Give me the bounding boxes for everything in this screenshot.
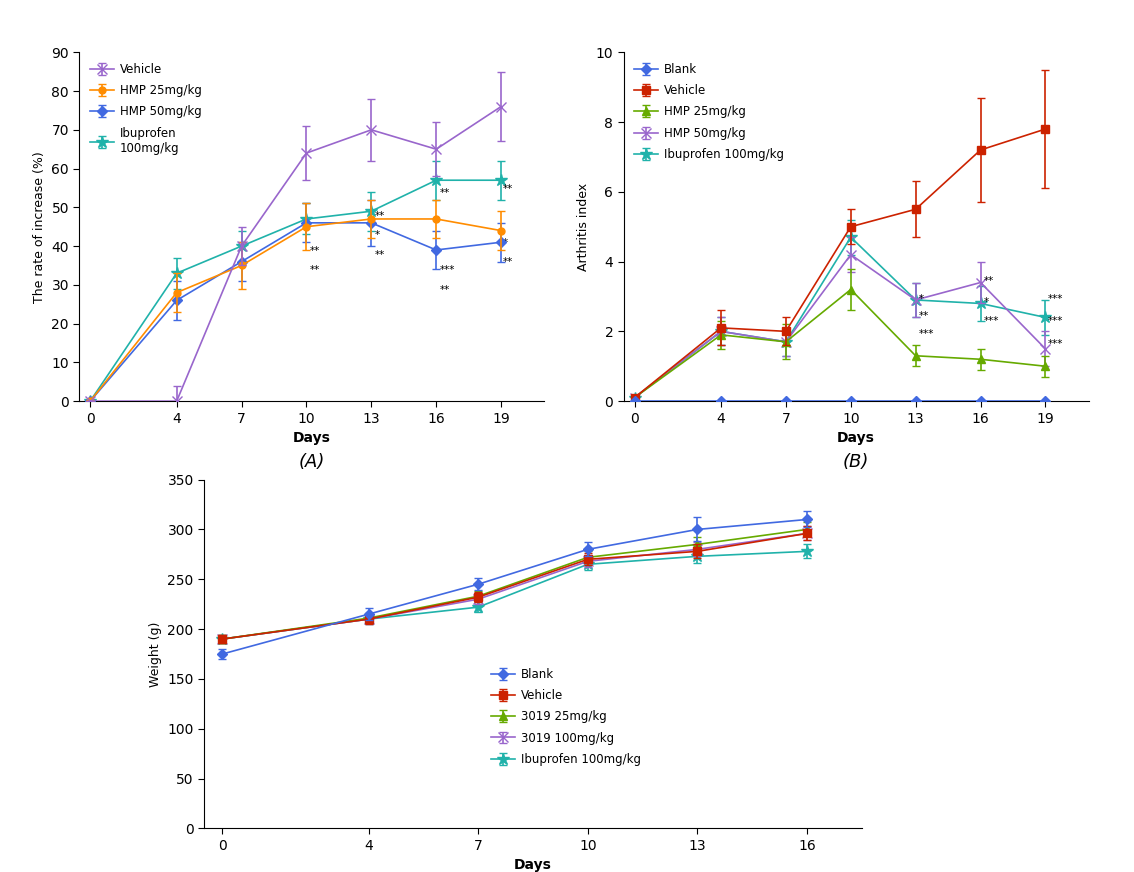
Text: ***: *** xyxy=(440,265,455,276)
Text: **: ** xyxy=(503,257,514,268)
Y-axis label: The rate of increase (%): The rate of increase (%) xyxy=(33,151,45,303)
Text: *: * xyxy=(503,238,508,249)
Text: (B): (B) xyxy=(843,453,870,472)
Text: **: ** xyxy=(310,265,320,276)
Text: **: ** xyxy=(310,246,320,255)
Text: ***: *** xyxy=(1048,339,1063,349)
Y-axis label: Arthritis index: Arthritis index xyxy=(577,182,590,271)
Legend: Blank, Vehicle, 3019 25mg/kg, 3019 100mg/kg, Ibuprofen 100mg/kg: Blank, Vehicle, 3019 25mg/kg, 3019 100mg… xyxy=(486,663,645,771)
Text: (A): (A) xyxy=(298,453,325,472)
Text: **: ** xyxy=(374,211,384,221)
Text: **: ** xyxy=(440,187,450,198)
X-axis label: Days: Days xyxy=(837,431,875,445)
Text: **: ** xyxy=(503,184,514,194)
Y-axis label: Weight (g): Weight (g) xyxy=(149,622,162,686)
Text: ***: *** xyxy=(1048,317,1063,326)
Text: *: * xyxy=(374,230,380,241)
Text: *: * xyxy=(984,297,989,307)
Legend: Vehicle, HMP 25mg/kg, HMP 50mg/kg, Ibuprofen
100mg/kg: Vehicle, HMP 25mg/kg, HMP 50mg/kg, Ibupr… xyxy=(85,58,206,160)
Text: **: ** xyxy=(374,249,384,260)
Text: **: ** xyxy=(984,276,995,286)
Legend: Blank, Vehicle, HMP 25mg/kg, HMP 50mg/kg, Ibuprofen 100mg/kg: Blank, Vehicle, HMP 25mg/kg, HMP 50mg/kg… xyxy=(629,58,788,166)
X-axis label: Days: Days xyxy=(293,431,331,445)
Text: *: * xyxy=(919,294,924,303)
Text: ***: *** xyxy=(1048,294,1063,303)
Text: ***: *** xyxy=(919,329,934,338)
Text: **: ** xyxy=(440,284,450,295)
X-axis label: Days: Days xyxy=(514,858,552,872)
Text: **: ** xyxy=(919,311,929,321)
Text: ***: *** xyxy=(984,317,999,326)
